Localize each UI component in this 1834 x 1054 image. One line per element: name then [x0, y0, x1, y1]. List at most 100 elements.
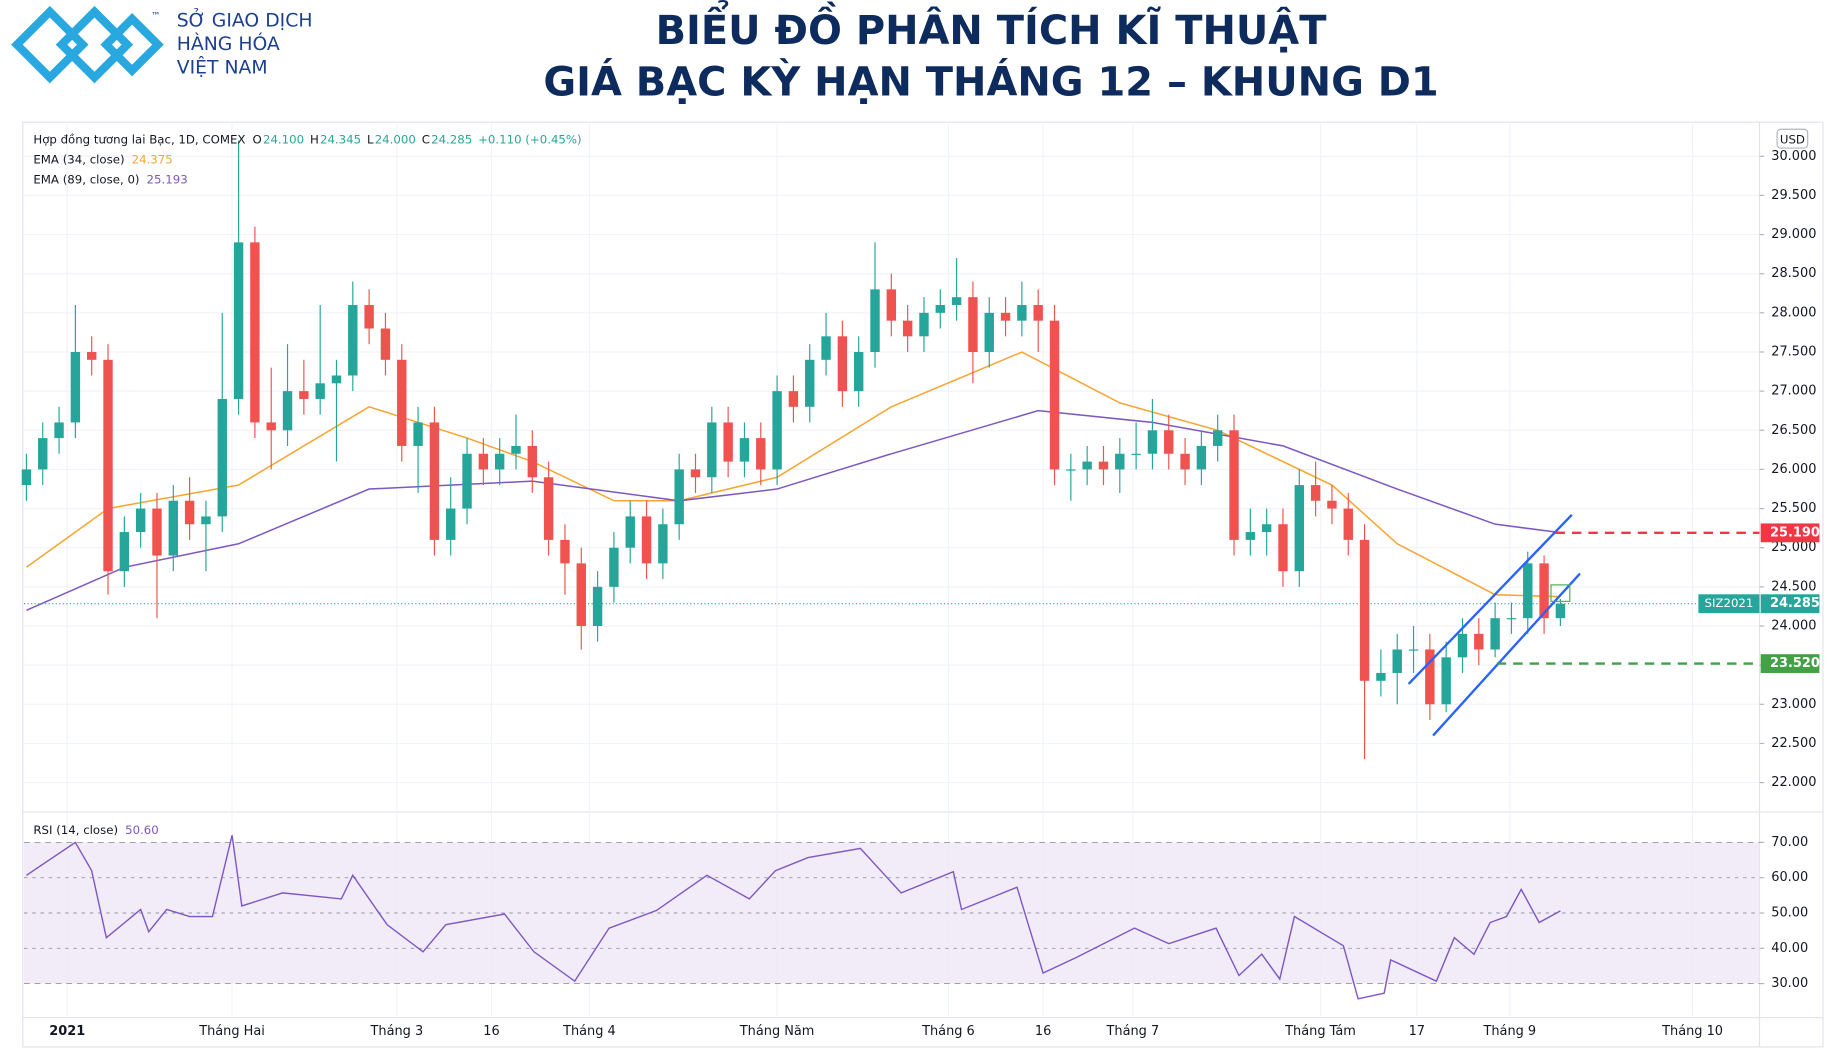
candle-body	[135, 508, 146, 533]
candle-body	[543, 477, 554, 540]
x-tick-label: Tháng 7	[1106, 1024, 1160, 1039]
candle-body	[1000, 312, 1011, 321]
marker-box	[1550, 584, 1571, 602]
candle-body	[1115, 453, 1125, 470]
legend-text: +0.110 (+0.45%)	[478, 132, 582, 146]
candle-body	[446, 508, 456, 540]
candle-body	[299, 391, 309, 399]
candle-body	[837, 336, 848, 392]
y-tick-label: 22.000	[1771, 775, 1816, 790]
current-label: 24.285	[1770, 596, 1820, 611]
x-tick-label: Tháng Tám	[1284, 1024, 1356, 1039]
candle-body	[1506, 618, 1517, 620]
candle-body	[1245, 532, 1256, 540]
candle-body	[1539, 563, 1549, 619]
candle-body	[1066, 469, 1076, 471]
rsi-line	[26, 835, 1561, 1000]
y-tick-label: 27.500	[1771, 344, 1816, 359]
candle-body	[935, 305, 945, 313]
legend-text: O	[253, 132, 262, 146]
candle-body	[788, 391, 799, 407]
candle-body	[1555, 603, 1566, 619]
exchange-name: SỞ GIAO DỊCH	[177, 7, 313, 32]
candle-body	[527, 445, 538, 478]
candle-body	[1294, 485, 1305, 572]
candle-body	[739, 438, 750, 462]
candle-body	[70, 351, 81, 423]
y-tick-label: 22.500	[1771, 736, 1816, 751]
logo-shape	[11, 5, 89, 84]
candle-body	[1164, 430, 1174, 454]
candle-body	[560, 539, 570, 564]
candle-body	[201, 516, 211, 525]
candle-body	[1490, 618, 1500, 650]
y-tick-label: 26.000	[1771, 462, 1816, 477]
candle-body	[723, 422, 733, 462]
rsi-tick-label: 60.00	[1771, 870, 1808, 885]
logo-shape	[55, 5, 134, 84]
candle-body	[1408, 649, 1419, 651]
legend-text: Hợp đồng tương lai Bạc, 1D, COMEX	[33, 132, 245, 146]
candle-body	[658, 524, 668, 564]
candle-body	[21, 469, 32, 486]
candle-body	[1180, 453, 1190, 470]
candle-body	[511, 445, 521, 454]
candle-body	[1457, 633, 1468, 658]
legend-text: L	[367, 132, 374, 146]
rsi-tick-label: 40.00	[1771, 941, 1808, 956]
level-label-box	[1760, 654, 1820, 673]
candle-body	[821, 336, 831, 360]
y-tick-label: 24.000	[1771, 619, 1816, 634]
legend-text: 25.193	[147, 172, 188, 186]
exchange-name: VIỆT NAM	[177, 56, 268, 79]
y-tick-label: 28.500	[1771, 266, 1816, 281]
legend-text: 50.60	[125, 823, 159, 837]
level-label-box	[1760, 523, 1820, 543]
logo	[11, 5, 164, 84]
x-tick-label: Tháng 4	[562, 1024, 616, 1039]
candle-body	[1441, 657, 1451, 705]
candle-body	[250, 242, 260, 423]
candle-body	[1310, 485, 1321, 501]
candle-body	[364, 305, 374, 329]
trademark: ™	[151, 11, 160, 22]
x-tick-label: 16	[483, 1024, 499, 1039]
x-tick-label: Tháng 3	[370, 1024, 424, 1039]
candle-body	[886, 289, 897, 321]
candle-body	[1131, 453, 1141, 455]
y-tick-label: 30.000	[1771, 149, 1816, 164]
candle-body	[282, 391, 293, 431]
current-label-box	[1760, 594, 1820, 614]
candle-body	[478, 453, 489, 470]
candle-body	[674, 469, 684, 525]
candle-body	[902, 320, 913, 337]
rsi-tick-label: 50.00	[1771, 905, 1808, 920]
x-tick-label: Tháng 10	[1661, 1024, 1723, 1039]
candle-body	[233, 242, 244, 399]
legend-text: 24.100	[263, 132, 304, 146]
candle-body	[217, 398, 227, 517]
candle-body	[690, 469, 701, 478]
candle-body	[853, 351, 864, 392]
candle-body	[805, 359, 815, 407]
candle-body	[331, 375, 342, 384]
y-tick-label: 27.000	[1771, 384, 1816, 399]
candle-body	[1017, 305, 1027, 321]
candle-body	[397, 359, 407, 446]
channel-line	[1407, 513, 1573, 685]
legend-text: 24.375	[132, 152, 173, 166]
candle-body	[1082, 461, 1092, 470]
candle-body	[756, 438, 766, 470]
candle-body	[1474, 633, 1484, 650]
candle-body	[1213, 430, 1223, 446]
candle-body	[429, 422, 440, 540]
currency: USD	[1780, 132, 1805, 146]
candle-body	[641, 516, 652, 564]
legend-text: RSI (14, close)	[33, 823, 118, 837]
x-tick-label: Tháng 6	[921, 1024, 975, 1039]
y-tick-label: 29.500	[1771, 188, 1816, 203]
candle-body	[315, 383, 325, 399]
x-tick-label: Tháng Năm	[739, 1024, 815, 1039]
candle-body	[38, 438, 48, 470]
candle-body	[951, 297, 962, 306]
